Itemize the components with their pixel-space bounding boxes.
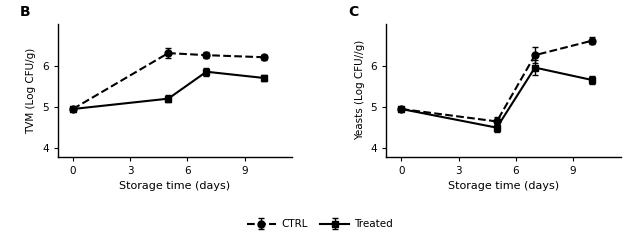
Y-axis label: TVM (Log CFU/g): TVM (Log CFU/g) — [26, 47, 36, 134]
Text: C: C — [349, 5, 359, 19]
X-axis label: Storage time (days): Storage time (days) — [120, 181, 230, 191]
Text: B: B — [20, 5, 31, 19]
Legend: CTRL, Treated: CTRL, Treated — [243, 215, 397, 233]
Y-axis label: Yeasts (Log CFU//g): Yeasts (Log CFU//g) — [355, 40, 365, 141]
X-axis label: Storage time (days): Storage time (days) — [448, 181, 559, 191]
